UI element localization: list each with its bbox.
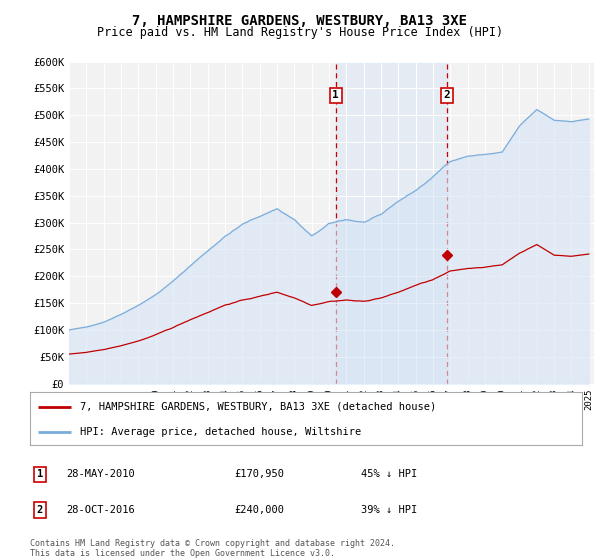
Text: 39% ↓ HPI: 39% ↓ HPI	[361, 505, 418, 515]
Text: Contains HM Land Registry data © Crown copyright and database right 2024.
This d: Contains HM Land Registry data © Crown c…	[30, 539, 395, 558]
Text: 28-MAY-2010: 28-MAY-2010	[66, 469, 134, 479]
Text: £240,000: £240,000	[234, 505, 284, 515]
Text: 1: 1	[332, 90, 339, 100]
Text: 2: 2	[37, 505, 43, 515]
Text: 28-OCT-2016: 28-OCT-2016	[66, 505, 134, 515]
Text: Price paid vs. HM Land Registry's House Price Index (HPI): Price paid vs. HM Land Registry's House …	[97, 26, 503, 39]
Text: 2: 2	[444, 90, 451, 100]
Text: £170,950: £170,950	[234, 469, 284, 479]
Text: 7, HAMPSHIRE GARDENS, WESTBURY, BA13 3XE: 7, HAMPSHIRE GARDENS, WESTBURY, BA13 3XE	[133, 14, 467, 28]
Bar	[336, 62, 447, 384]
Text: 1: 1	[37, 469, 43, 479]
Text: HPI: Average price, detached house, Wiltshire: HPI: Average price, detached house, Wilt…	[80, 427, 361, 437]
Text: 7, HAMPSHIRE GARDENS, WESTBURY, BA13 3XE (detached house): 7, HAMPSHIRE GARDENS, WESTBURY, BA13 3XE…	[80, 402, 436, 412]
Text: 45% ↓ HPI: 45% ↓ HPI	[361, 469, 418, 479]
